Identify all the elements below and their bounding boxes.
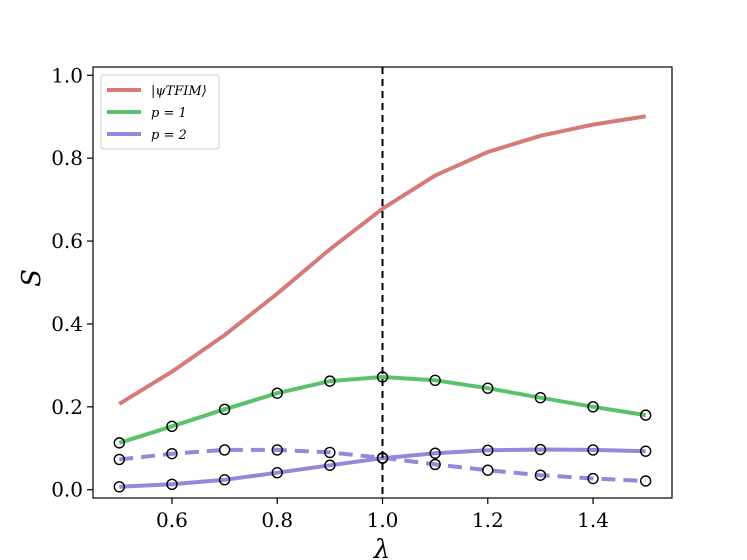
data-point-2-0 [113,481,126,493]
data-point-1-6 [429,374,441,387]
y-tick-label: 1.0 [51,63,83,87]
data-point-1-10 [639,409,652,421]
data-point-2-3 [271,467,283,479]
x-axis-label: λ [373,535,390,560]
y-axis-label: S [17,269,47,287]
data-point-2-7 [482,444,494,457]
y-tick-label: 0.6 [51,229,83,253]
series-layer [113,114,652,493]
x-tick-label: 0.6 [156,508,188,532]
series-line-3 [119,447,646,483]
data-point-3-6 [429,458,441,471]
data-point-3-0 [113,453,126,466]
x-tick-label: 1.2 [472,508,504,532]
legend-label: p = 1 [151,106,187,121]
data-point-3-10 [639,475,652,487]
data-point-2-2 [218,474,231,486]
data-point-2-9 [587,444,599,456]
data-point-3-4 [324,446,336,459]
data-point-3-1 [166,447,178,460]
y-tick-label: 0.2 [51,395,83,419]
data-point-1-3 [271,387,283,399]
data-point-1-0 [113,437,126,449]
y-tick-label: 0.4 [51,312,83,336]
data-point-1-9 [587,401,599,413]
series-line-0 [118,114,647,406]
x-tick-label: 1.0 [367,508,399,532]
data-point-2-6 [429,447,441,459]
y-tick-label: 0.8 [51,146,83,170]
data-point-3-8 [534,469,547,481]
y-tick-label: 0.0 [51,478,83,502]
data-point-1-1 [166,420,178,433]
data-point-1-7 [482,382,494,394]
data-point-2-4 [324,459,336,471]
legend-label: p = 2 [151,128,187,143]
data-point-2-8 [534,443,547,456]
data-point-2-1 [166,478,178,491]
data-point-2-10 [639,445,652,457]
data-point-3-2 [218,444,231,456]
data-point-3-9 [587,472,599,485]
data-point-1-2 [218,403,231,416]
legend-label: |ψTFIM⟩ [151,84,207,99]
legend-box [100,74,220,150]
x-axis: 0.6 0.8 1.0 1.2 1.4 [156,498,609,532]
y-axis: 0.0 0.2 0.4 0.6 0.8 1.0 [51,63,93,502]
data-point-3-7 [482,464,494,476]
x-tick-label: 0.8 [261,508,293,532]
data-point-1-8 [534,392,547,404]
data-point-3-3 [271,444,283,456]
data-point-1-4 [324,375,336,387]
x-tick-label: 1.4 [577,508,609,532]
legend: |ψTFIM⟩ p = 1 p = 2 [100,74,220,150]
series-line-1 [118,375,647,445]
